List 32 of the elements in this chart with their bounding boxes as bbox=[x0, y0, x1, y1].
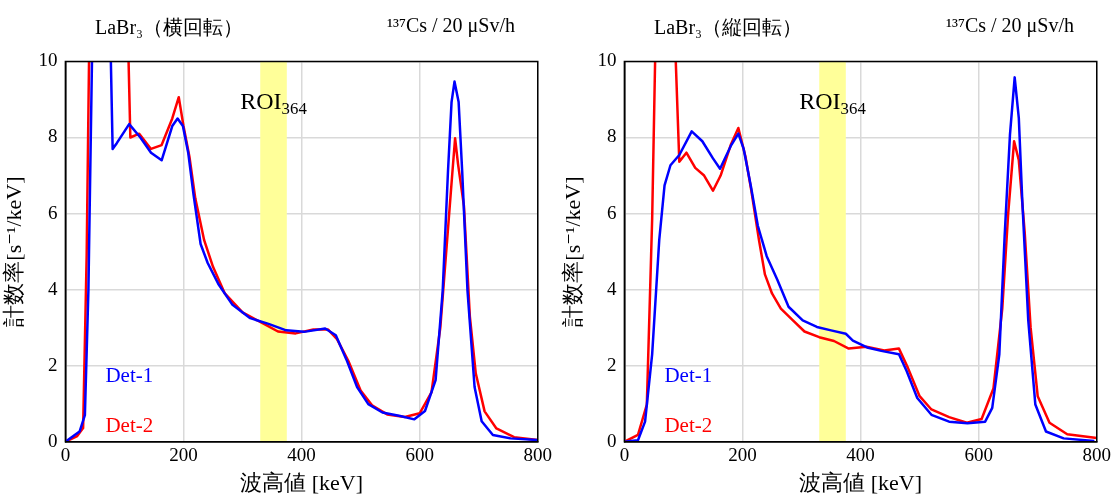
y-axis-title: 計数率[s⁻¹/keV] bbox=[559, 176, 585, 327]
x-axis-title: 波高値 [keV] bbox=[799, 469, 922, 495]
y-tick-label: 6 bbox=[606, 201, 617, 223]
series-label: Det-2 bbox=[664, 412, 713, 437]
chart-subtitle: ¹³⁷Cs / 20 μSv/h bbox=[945, 14, 1074, 39]
series-label: Det-2 bbox=[105, 412, 154, 437]
x-tick-label: 800 bbox=[523, 444, 552, 466]
y-tick-label: 0 bbox=[47, 429, 58, 451]
x-tick-label: 600 bbox=[964, 444, 993, 466]
x-tick-label: 800 bbox=[1082, 444, 1111, 466]
y-tick-label: 4 bbox=[47, 277, 58, 299]
series-label: Det-1 bbox=[105, 362, 154, 387]
chart-title: LaBr₃（縦回転） bbox=[654, 15, 803, 40]
y-tick-label: 4 bbox=[606, 277, 617, 299]
x-tick-label: 400 bbox=[287, 444, 316, 466]
y-tick-label: 2 bbox=[606, 353, 617, 375]
x-axis-title: 波高値 [keV] bbox=[240, 469, 363, 495]
chart-subtitle: ¹³⁷Cs / 20 μSv/h bbox=[386, 14, 515, 39]
y-tick-label: 8 bbox=[606, 125, 617, 147]
x-tick-label: 200 bbox=[728, 444, 757, 466]
chart-title: LaBr₃（横回転） bbox=[95, 15, 244, 40]
x-tick-label: 600 bbox=[405, 444, 434, 466]
y-tick-label: 2 bbox=[47, 353, 58, 375]
y-axis-title: 計数率[s⁻¹/keV] bbox=[0, 176, 26, 327]
y-tick-label: 10 bbox=[597, 49, 617, 71]
x-tick-label: 200 bbox=[169, 444, 198, 466]
y-tick-label: 10 bbox=[38, 49, 58, 71]
y-tick-label: 0 bbox=[606, 429, 617, 451]
y-tick-label: 8 bbox=[47, 125, 58, 147]
y-tick-label: 6 bbox=[47, 201, 58, 223]
series-label: Det-1 bbox=[664, 362, 713, 387]
x-tick-label: 400 bbox=[846, 444, 875, 466]
